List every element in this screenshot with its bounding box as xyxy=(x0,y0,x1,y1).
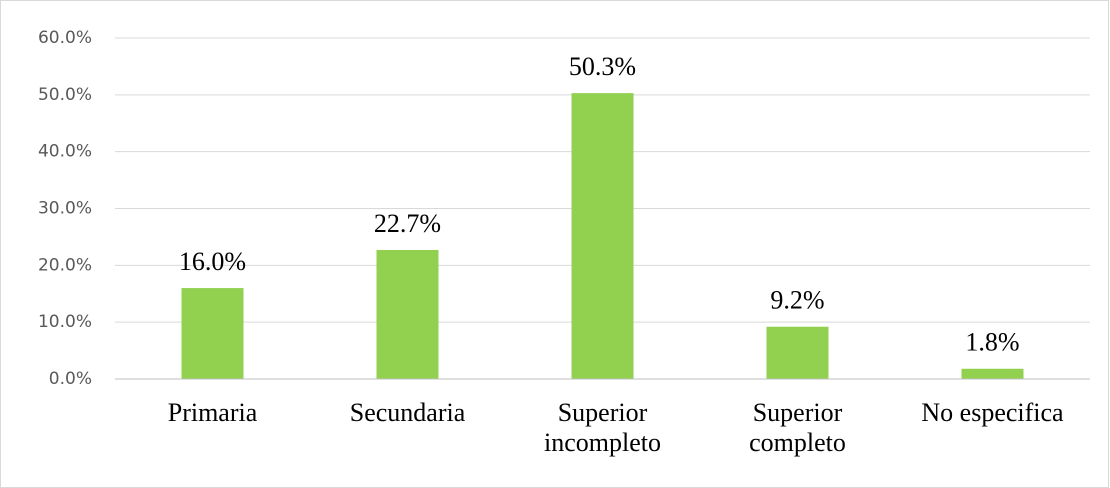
y-tick-label: 30.0% xyxy=(38,199,92,219)
y-tick-label: 20.0% xyxy=(38,255,92,275)
y-tick-label: 0.0% xyxy=(49,369,92,389)
x-tick-label: No especifica xyxy=(921,398,1064,427)
x-tick-label: Primaria xyxy=(167,398,258,427)
data-label: 22.7% xyxy=(374,209,441,238)
x-tick-label: Secundaria xyxy=(349,398,466,427)
y-tick-label: 40.0% xyxy=(38,142,92,162)
x-tick-label: Superior incompleto xyxy=(544,398,661,457)
y-tick-label: 50.0% xyxy=(38,85,92,105)
y-tick-label: 10.0% xyxy=(38,312,92,332)
bar xyxy=(571,93,634,380)
bar xyxy=(376,249,439,379)
data-label: 16.0% xyxy=(179,247,246,276)
data-label: 9.2% xyxy=(770,286,824,315)
bar xyxy=(766,326,829,379)
bar xyxy=(961,368,1024,379)
data-label: 50.3% xyxy=(569,52,636,81)
data-label: 1.8% xyxy=(965,328,1019,357)
x-tick-label: Superior completo xyxy=(749,398,846,457)
y-tick-label: 60.0% xyxy=(38,28,92,48)
bar xyxy=(181,288,244,379)
